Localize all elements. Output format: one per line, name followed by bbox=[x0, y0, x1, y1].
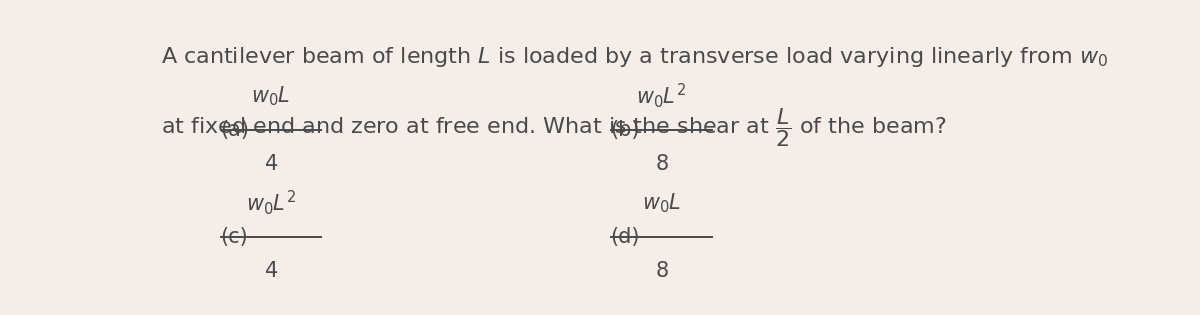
Text: $w_0L$: $w_0L$ bbox=[642, 191, 682, 215]
Text: $w_0L^2$: $w_0L^2$ bbox=[636, 82, 686, 111]
Text: (a): (a) bbox=[220, 120, 248, 140]
Text: $4$: $4$ bbox=[264, 154, 278, 174]
Text: (c): (c) bbox=[220, 227, 247, 247]
Text: $8$: $8$ bbox=[655, 154, 668, 174]
Text: (d): (d) bbox=[611, 227, 640, 247]
Text: $w_0L$: $w_0L$ bbox=[251, 84, 290, 108]
Text: at fixed end and zero at free end. What is the shear at $\dfrac{L}{2}$ of the be: at fixed end and zero at free end. What … bbox=[161, 106, 947, 149]
Text: $8$: $8$ bbox=[655, 261, 668, 281]
Text: A cantilever beam of length $L$ is loaded by a transverse load varying linearly : A cantilever beam of length $L$ is loade… bbox=[161, 45, 1109, 69]
Text: (b): (b) bbox=[611, 120, 640, 140]
Text: $4$: $4$ bbox=[264, 261, 278, 281]
Text: $w_0L^2$: $w_0L^2$ bbox=[246, 188, 296, 217]
